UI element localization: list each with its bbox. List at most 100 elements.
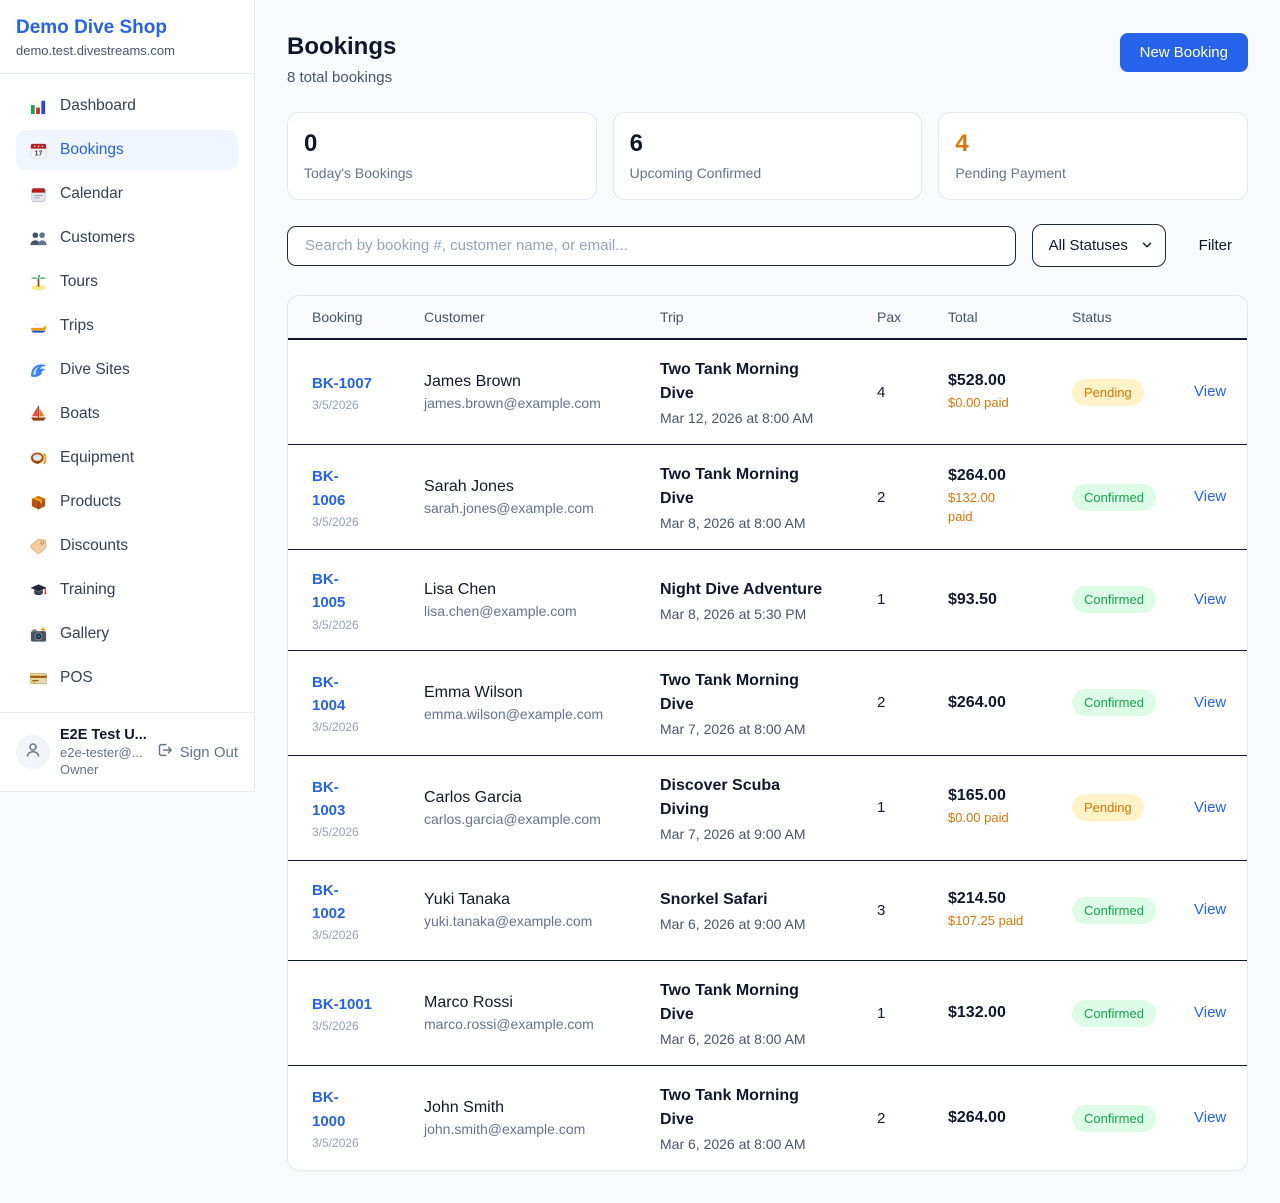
status-cell: Confirmed (1072, 999, 1194, 1027)
customer-name: James Brown (424, 373, 521, 390)
sidebar-item-discounts[interactable]: Discounts (16, 526, 238, 566)
total-amount: $93.50 (948, 590, 997, 608)
stat-card: 6 Upcoming Confirmed (612, 112, 923, 200)
sidebar-item-bookings[interactable]: 17 Bookings (16, 130, 238, 170)
booking-id-link[interactable]: BK- 1005 (312, 571, 346, 612)
search-input[interactable] (287, 225, 1016, 266)
view-link[interactable]: View (1194, 1109, 1227, 1126)
trip-name: Discover Scuba Diving (660, 776, 781, 818)
total-cell: $528.00 $0.00 paid (948, 372, 1072, 413)
booking-cell: BK- 1004 3/5/2026 (312, 671, 424, 735)
trip-datetime: Mar 6, 2026 at 9:00 AM (660, 916, 806, 933)
status-cell: Pending (1072, 794, 1194, 821)
sidebar-item-training[interactable]: Training (16, 570, 238, 610)
sidebar-item-label: Dive Sites (60, 361, 130, 378)
column-header: Customer (424, 309, 485, 325)
customer-cell: John Smith john.smith@example.com (424, 1099, 660, 1137)
trip-datetime: Mar 8, 2026 at 8:00 AM (660, 515, 806, 531)
status-cell: Confirmed (1072, 1104, 1194, 1132)
sidebar-item-boats[interactable]: Boats (16, 394, 238, 434)
table-header: Booking Customer Trip Pax Total Status (288, 296, 1247, 340)
booking-id-link[interactable]: BK- 1006 (312, 468, 346, 509)
bar-chart-icon (28, 96, 48, 116)
status-filter: All Statuses (1031, 224, 1166, 267)
palm-island-icon (28, 272, 48, 292)
pax-cell: 3 (877, 901, 886, 919)
sidebar-item-calendar[interactable]: Calendar (16, 174, 238, 214)
sidebar-item-label: Dashboard (60, 97, 136, 114)
trip-name: Snorkel Safari (660, 891, 768, 909)
main-content: Bookings 8 total bookings New Booking 0 T… (255, 0, 1280, 1203)
user-email: e2e-tester@... (60, 745, 143, 760)
user-footer: E2E Test U... e2e-tester@... Owner Sign … (0, 712, 254, 791)
booking-date: 3/5/2026 (312, 1019, 359, 1034)
view-link[interactable]: View (1194, 693, 1227, 711)
status-cell: Confirmed (1072, 896, 1194, 924)
new-booking-button[interactable]: New Booking (1119, 33, 1248, 72)
view-link[interactable]: View (1194, 590, 1227, 608)
booking-id-link[interactable]: BK-1007 (312, 374, 373, 392)
customer-email: carlos.garcia@example.com (424, 810, 601, 827)
user-info: E2E Test U... e2e-tester@... Owner (60, 727, 147, 777)
user-name: E2E Test U... (60, 727, 147, 743)
customer-cell: Lisa Chen lisa.chen@example.com (424, 581, 660, 619)
trip-cell: Night Dive Adventure Mar 8, 2026 at 5:30 … (660, 578, 877, 622)
table-row: BK- 1002 3/5/2026 Yuki Tanaka yuki.tanaka@e… (288, 859, 1247, 961)
sidebar-item-label: Discounts (60, 537, 129, 554)
view-link[interactable]: View (1194, 488, 1227, 505)
total-bookings-count: 8 total bookings (287, 69, 393, 86)
tear-calendar-icon (28, 184, 48, 204)
bookings-table: Booking Customer Trip Pax Total Status BK-100… (287, 295, 1248, 1171)
sidebar-item-equipment[interactable]: Equipment (16, 438, 238, 478)
sidebar-item-dive-sites[interactable]: Dive Sites (16, 350, 238, 390)
status-filter-select[interactable]: All Statuses (1031, 224, 1166, 267)
sidebar-item-gallery[interactable]: Gallery (16, 614, 238, 654)
sidebar-item-customers[interactable]: Customers (16, 218, 238, 258)
trip-datetime: Mar 12, 2026 at 8:00 AM (660, 410, 814, 426)
booking-id-link[interactable]: BK-1001 (312, 995, 373, 1013)
status-badge: Confirmed (1072, 483, 1156, 511)
trip-cell: Two Tank Morning Dive Mar 6, 2026 at 8:00… (660, 1084, 877, 1152)
total-amount: $132.00 (948, 1004, 1006, 1021)
person-icon (23, 740, 43, 765)
customer-name: Carlos Garcia (424, 788, 522, 806)
status-badge: Confirmed (1072, 689, 1156, 716)
view-link[interactable]: View (1194, 901, 1227, 919)
booking-id-link[interactable]: BK- 1004 (312, 673, 346, 714)
sidebar-item-label: Training (60, 581, 116, 598)
booking-id-link[interactable]: BK- 1000 (312, 1089, 346, 1130)
stat-label: Today's Bookings (304, 165, 413, 181)
sidebar-item-label: POS (60, 669, 93, 686)
view-link[interactable]: View (1194, 1004, 1227, 1021)
sidebar-item-trips[interactable]: Trips (16, 306, 238, 346)
customer-cell: Yuki Tanaka yuki.tanaka@example.com (424, 891, 660, 929)
sidebar-item-tours[interactable]: Tours (16, 262, 238, 302)
stat-label: Pending Payment (955, 165, 1066, 181)
total-cell: $264.00 (948, 694, 1072, 712)
sign-out-button[interactable]: Sign Out (155, 741, 238, 763)
status-badge: Confirmed (1072, 896, 1156, 924)
view-link[interactable]: View (1194, 383, 1227, 400)
amount-paid: $132.00 paid (948, 490, 995, 524)
trip-name: Night Dive Adventure (660, 580, 823, 598)
customer-email: john.smith@example.com (424, 1121, 586, 1137)
view-link[interactable]: View (1194, 798, 1227, 816)
action-cell: View (1194, 901, 1240, 919)
sidebar-item-products[interactable]: Products (16, 482, 238, 522)
sidebar-item-label: Equipment (60, 449, 135, 466)
column-header: Status (1072, 309, 1112, 325)
user-role: Owner (60, 762, 99, 777)
pax-cell: 2 (877, 694, 886, 711)
brand-name: Demo Dive Shop (16, 17, 167, 38)
page-title: Bookings (287, 33, 397, 60)
sidebar-item-pos[interactable]: POS (16, 658, 238, 698)
action-cell: View (1194, 591, 1240, 609)
booking-id-link[interactable]: BK- 1003 (312, 778, 346, 819)
customer-name: Marco Rossi (424, 994, 513, 1011)
booking-id-link[interactable]: BK- 1002 (312, 881, 346, 922)
sidebar-item-dashboard[interactable]: Dashboard (16, 86, 238, 126)
filter-button[interactable]: Filter (1198, 237, 1232, 254)
booking-cell: BK-1007 3/5/2026 (312, 372, 424, 412)
booking-cell: BK- 1003 3/5/2026 (312, 776, 424, 840)
column-header: Booking (312, 309, 363, 325)
